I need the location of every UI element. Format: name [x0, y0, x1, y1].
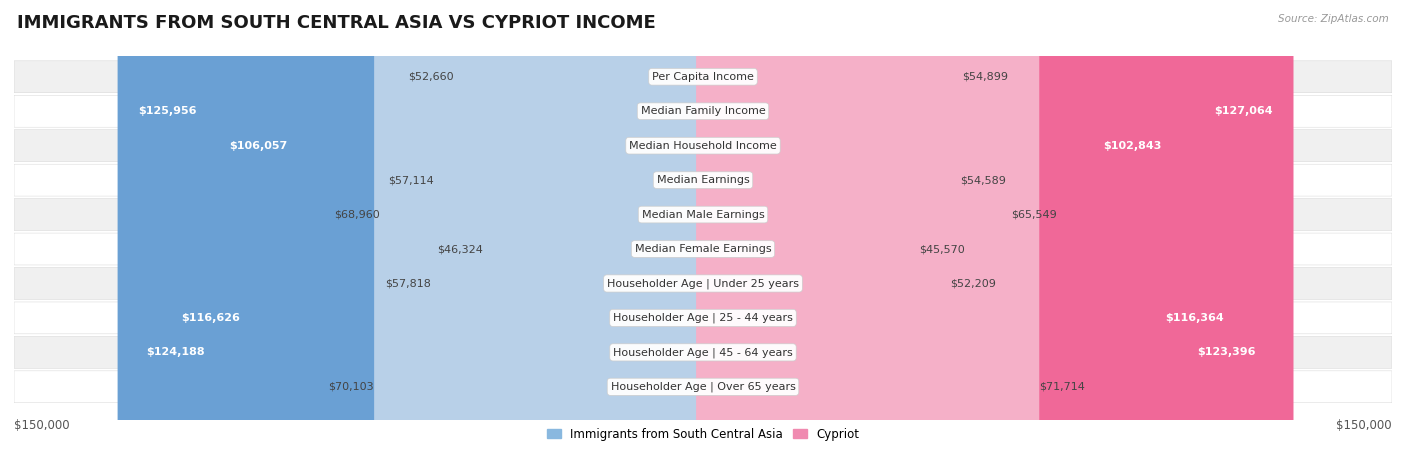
Text: Householder Age | Under 25 years: Householder Age | Under 25 years: [607, 278, 799, 289]
Text: $150,000: $150,000: [1336, 419, 1392, 432]
FancyBboxPatch shape: [14, 336, 1392, 368]
Text: $52,209: $52,209: [949, 278, 995, 289]
Text: $125,956: $125,956: [138, 106, 197, 116]
FancyBboxPatch shape: [374, 0, 710, 467]
Text: $70,103: $70,103: [329, 382, 374, 392]
Text: $46,324: $46,324: [437, 244, 484, 254]
Text: $71,714: $71,714: [1039, 382, 1085, 392]
Text: $57,114: $57,114: [388, 175, 434, 185]
Legend: Immigrants from South Central Asia, Cypriot: Immigrants from South Central Asia, Cypr…: [543, 423, 863, 446]
FancyBboxPatch shape: [14, 268, 1392, 299]
Text: $65,549: $65,549: [1011, 210, 1057, 219]
FancyBboxPatch shape: [125, 0, 710, 467]
Text: $127,064: $127,064: [1215, 106, 1272, 116]
Text: Median Female Earnings: Median Female Earnings: [634, 244, 772, 254]
FancyBboxPatch shape: [696, 0, 1294, 467]
Text: Per Capita Income: Per Capita Income: [652, 72, 754, 82]
FancyBboxPatch shape: [696, 0, 1244, 467]
Text: Median Household Income: Median Household Income: [628, 141, 778, 151]
Text: Median Male Earnings: Median Male Earnings: [641, 210, 765, 219]
Text: Householder Age | Over 65 years: Householder Age | Over 65 years: [610, 382, 796, 392]
Text: $52,660: $52,660: [409, 72, 454, 82]
Text: Median Family Income: Median Family Income: [641, 106, 765, 116]
Text: Householder Age | 45 - 64 years: Householder Age | 45 - 64 years: [613, 347, 793, 358]
FancyBboxPatch shape: [696, 0, 960, 467]
FancyBboxPatch shape: [696, 0, 1039, 467]
FancyBboxPatch shape: [696, 0, 1182, 467]
FancyBboxPatch shape: [14, 61, 1392, 93]
FancyBboxPatch shape: [696, 0, 1011, 467]
Text: $116,364: $116,364: [1166, 313, 1223, 323]
FancyBboxPatch shape: [160, 0, 710, 467]
Text: $106,057: $106,057: [229, 141, 288, 151]
FancyBboxPatch shape: [430, 0, 710, 467]
FancyBboxPatch shape: [484, 0, 710, 467]
Text: $54,899: $54,899: [962, 72, 1008, 82]
FancyBboxPatch shape: [14, 164, 1392, 196]
Text: $116,626: $116,626: [181, 313, 240, 323]
Text: Median Earnings: Median Earnings: [657, 175, 749, 185]
Text: Source: ZipAtlas.com: Source: ZipAtlas.com: [1278, 14, 1389, 24]
Text: $102,843: $102,843: [1104, 141, 1161, 151]
FancyBboxPatch shape: [14, 95, 1392, 127]
Text: IMMIGRANTS FROM SOUTH CENTRAL ASIA VS CYPRIOT INCOME: IMMIGRANTS FROM SOUTH CENTRAL ASIA VS CY…: [17, 14, 655, 32]
FancyBboxPatch shape: [14, 198, 1392, 231]
FancyBboxPatch shape: [696, 0, 1277, 467]
FancyBboxPatch shape: [14, 233, 1392, 265]
Text: $124,188: $124,188: [146, 347, 205, 357]
Text: $57,818: $57,818: [385, 278, 430, 289]
FancyBboxPatch shape: [696, 0, 920, 467]
FancyBboxPatch shape: [380, 0, 710, 467]
Text: $45,570: $45,570: [920, 244, 965, 254]
FancyBboxPatch shape: [696, 0, 962, 467]
Text: $68,960: $68,960: [333, 210, 380, 219]
FancyBboxPatch shape: [14, 302, 1392, 334]
FancyBboxPatch shape: [434, 0, 710, 467]
FancyBboxPatch shape: [14, 130, 1392, 162]
FancyBboxPatch shape: [14, 371, 1392, 403]
Text: $54,589: $54,589: [960, 175, 1007, 185]
FancyBboxPatch shape: [118, 0, 710, 467]
Text: $123,396: $123,396: [1198, 347, 1256, 357]
FancyBboxPatch shape: [696, 0, 949, 467]
FancyBboxPatch shape: [209, 0, 710, 467]
Text: Householder Age | 25 - 44 years: Householder Age | 25 - 44 years: [613, 313, 793, 323]
FancyBboxPatch shape: [454, 0, 710, 467]
Text: $150,000: $150,000: [14, 419, 70, 432]
